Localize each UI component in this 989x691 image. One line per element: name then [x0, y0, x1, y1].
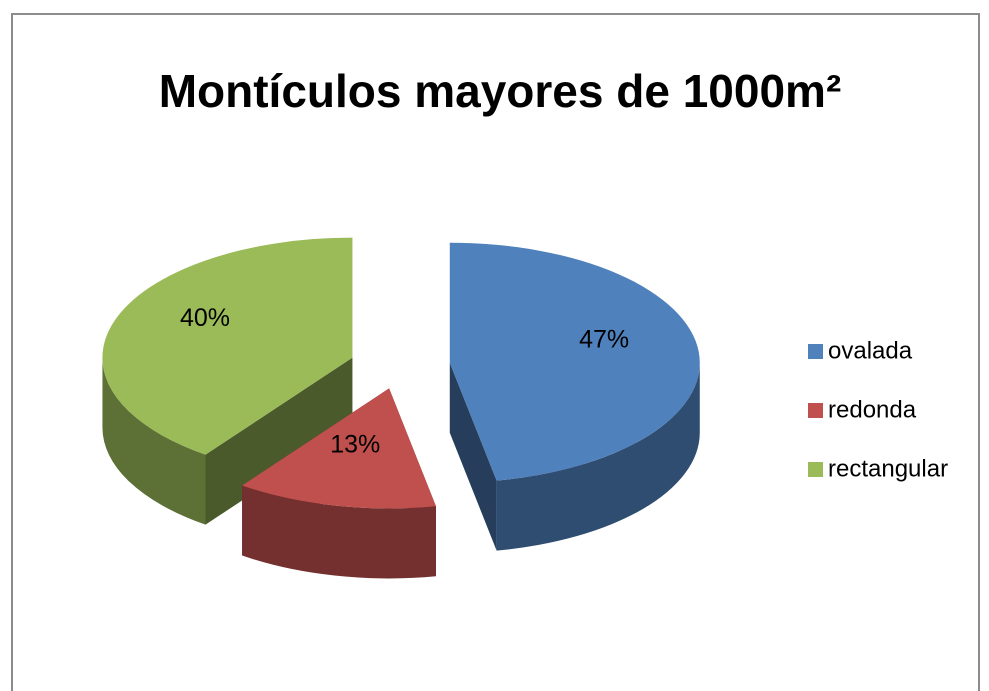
pie-slice [242, 388, 436, 509]
chart-border [11, 13, 980, 691]
data-label: 13% [330, 431, 380, 459]
legend-swatch [808, 344, 823, 359]
slice-side-wall [449, 362, 497, 551]
slice-side-wall [205, 357, 353, 525]
legend-swatch [808, 462, 823, 477]
chart-title: Montículos mayores de 1000m² [159, 65, 842, 117]
slice-outer-wall [242, 485, 436, 579]
slice-outer-wall [496, 362, 700, 551]
pie: 40% 47% 13% [102, 237, 700, 579]
legend-swatch [808, 403, 823, 418]
pie-slice [449, 242, 700, 481]
data-label: 40% [180, 304, 230, 332]
legend-label: rectangular [828, 455, 948, 482]
slice-outer-wall [102, 357, 206, 525]
data-label: 47% [579, 325, 629, 353]
legend-label: ovalada [828, 337, 913, 364]
pie-slice [102, 237, 353, 455]
legend: ovalada redonda rectangular [808, 337, 948, 482]
legend-label: redonda [828, 396, 917, 423]
